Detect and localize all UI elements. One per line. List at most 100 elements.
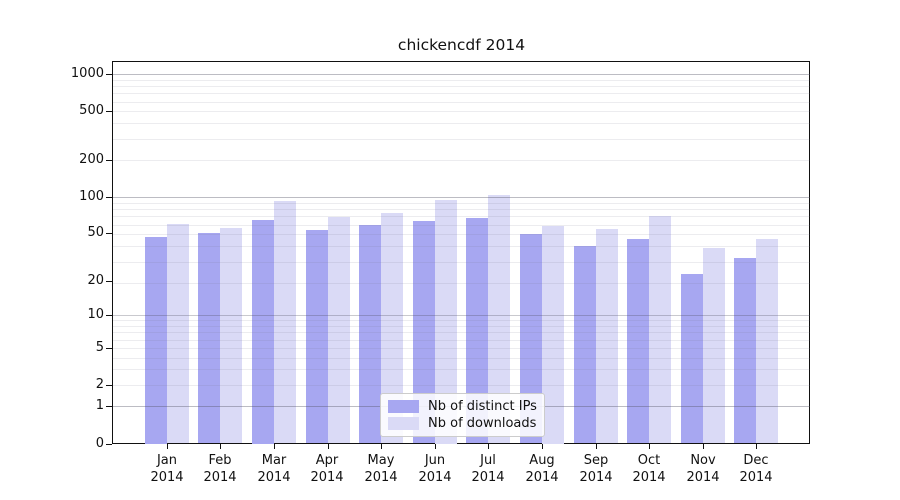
bar-distinct-ips-may	[359, 224, 382, 444]
x-tick-month: May	[367, 453, 395, 468]
bar-distinct-ips-nov	[680, 273, 703, 444]
axis-spine-right	[809, 61, 810, 444]
gridline-minor	[113, 283, 810, 285]
x-tick-month: Oct	[637, 453, 661, 468]
y-tick-label: 5	[95, 340, 104, 355]
bar-downloads-sep	[595, 229, 618, 444]
bar-distinct-ips-sep	[573, 246, 596, 444]
x-tick-label-apr: Apr 2014	[299, 452, 355, 486]
bar-downloads-oct	[649, 215, 672, 444]
y-tick-label: 10	[87, 307, 104, 322]
gridline-minor	[113, 93, 810, 95]
y-tick-mark	[106, 281, 112, 282]
gridline-minor	[113, 197, 810, 199]
x-tick-month: Nov	[690, 453, 716, 468]
bar-downloads-feb	[220, 228, 243, 444]
x-tick-year: 2014	[739, 470, 773, 485]
gridline-minor	[113, 160, 810, 162]
gridline-minor	[113, 216, 810, 218]
bar-downloads-jan	[166, 223, 189, 444]
y-tick-mark	[106, 406, 112, 407]
y-tick-label: 1000	[70, 66, 104, 81]
plot-area	[106, 61, 810, 449]
x-tick-month: Jun	[424, 453, 446, 468]
y-tick-mark	[106, 160, 112, 161]
x-tick-month: Mar	[261, 453, 287, 468]
x-tick-year: 2014	[310, 470, 344, 485]
x-tick-label-sep: Sep 2014	[568, 452, 624, 486]
x-tick-mark	[434, 444, 436, 449]
x-tick-label-may: May 2014	[353, 452, 409, 486]
y-tick-label: 200	[79, 152, 104, 167]
gridline-minor	[113, 224, 810, 226]
x-tick-label-nov: Nov 2014	[675, 452, 731, 486]
x-tick-month: Feb	[208, 453, 232, 468]
x-tick-month: Dec	[743, 453, 769, 468]
gridline-minor	[113, 384, 810, 386]
axis-spine-top	[112, 61, 810, 62]
x-tick-year: 2014	[471, 470, 505, 485]
x-tick-label-jul: Jul 2014	[460, 452, 516, 486]
gridline-minor	[113, 339, 810, 341]
bar-downloads-mar	[273, 201, 296, 444]
legend-label-distinct-ips: Nb of distinct IPs	[428, 399, 537, 414]
axis-spine-bottom	[112, 443, 810, 444]
y-tick-mark	[106, 385, 112, 386]
legend-swatch-downloads	[388, 417, 419, 430]
x-tick-label-jun: Jun 2014	[407, 452, 463, 486]
gridline-minor	[113, 79, 810, 81]
legend: Nb of distinct IPs Nb of downloads	[380, 393, 545, 437]
bar-downloads-jul	[488, 195, 511, 444]
x-tick-label-mar: Mar 2014	[246, 452, 302, 486]
gridline-minor	[113, 261, 810, 263]
y-tick-mark	[106, 444, 112, 445]
gridline-minor	[113, 111, 810, 113]
gridline-minor	[113, 101, 810, 103]
x-tick-year: 2014	[686, 470, 720, 485]
legend-swatch-distinct-ips	[388, 400, 419, 413]
y-tick-mark	[106, 197, 112, 198]
x-tick-month: Apr	[315, 453, 339, 468]
y-tick-label: 100	[79, 189, 104, 204]
x-tick-year: 2014	[632, 470, 666, 485]
y-tick-mark	[106, 74, 112, 75]
gridline-minor	[113, 347, 810, 349]
y-tick-label: 1	[95, 398, 104, 413]
x-tick-mark	[756, 444, 758, 449]
gridline-major	[113, 74, 810, 76]
x-tick-mark	[327, 444, 329, 449]
x-tick-mark	[381, 444, 383, 449]
bar-distinct-ips-dec	[734, 258, 757, 444]
bar-downloads-may	[381, 213, 404, 444]
bar-distinct-ips-mar	[251, 219, 274, 444]
bar-downloads-aug	[541, 225, 564, 444]
y-tick-label: 0	[95, 436, 104, 451]
chart-title: chickencdf 2014	[397, 36, 526, 54]
x-tick-month: Sep	[583, 453, 609, 468]
legend-item-distinct-ips: Nb of distinct IPs	[388, 398, 537, 415]
bar-distinct-ips-oct	[627, 238, 650, 444]
x-tick-month: Jul	[480, 453, 496, 468]
gridline-minor	[113, 202, 810, 204]
gridline-major	[113, 196, 810, 198]
axis-spine-left	[112, 61, 113, 444]
x-tick-month: Aug	[529, 453, 555, 468]
x-tick-mark	[541, 444, 543, 449]
x-tick-label-aug: Aug 2014	[514, 452, 570, 486]
y-tick-mark	[106, 233, 112, 234]
gridline-major	[113, 315, 810, 317]
x-tick-mark	[702, 444, 704, 449]
gridline-minor	[113, 123, 810, 125]
x-tick-year: 2014	[364, 470, 398, 485]
x-tick-mark	[649, 444, 651, 449]
y-tick-label: 20	[87, 273, 104, 288]
x-tick-month: Jan	[156, 453, 178, 468]
gridline-minor	[113, 332, 810, 334]
gridline-minor	[113, 246, 810, 248]
gridline-minor	[113, 86, 810, 88]
y-tick-label: 500	[79, 103, 104, 118]
gridline-minor	[113, 209, 810, 211]
gridline-minor	[113, 320, 810, 322]
bar-downloads-nov	[702, 247, 725, 444]
